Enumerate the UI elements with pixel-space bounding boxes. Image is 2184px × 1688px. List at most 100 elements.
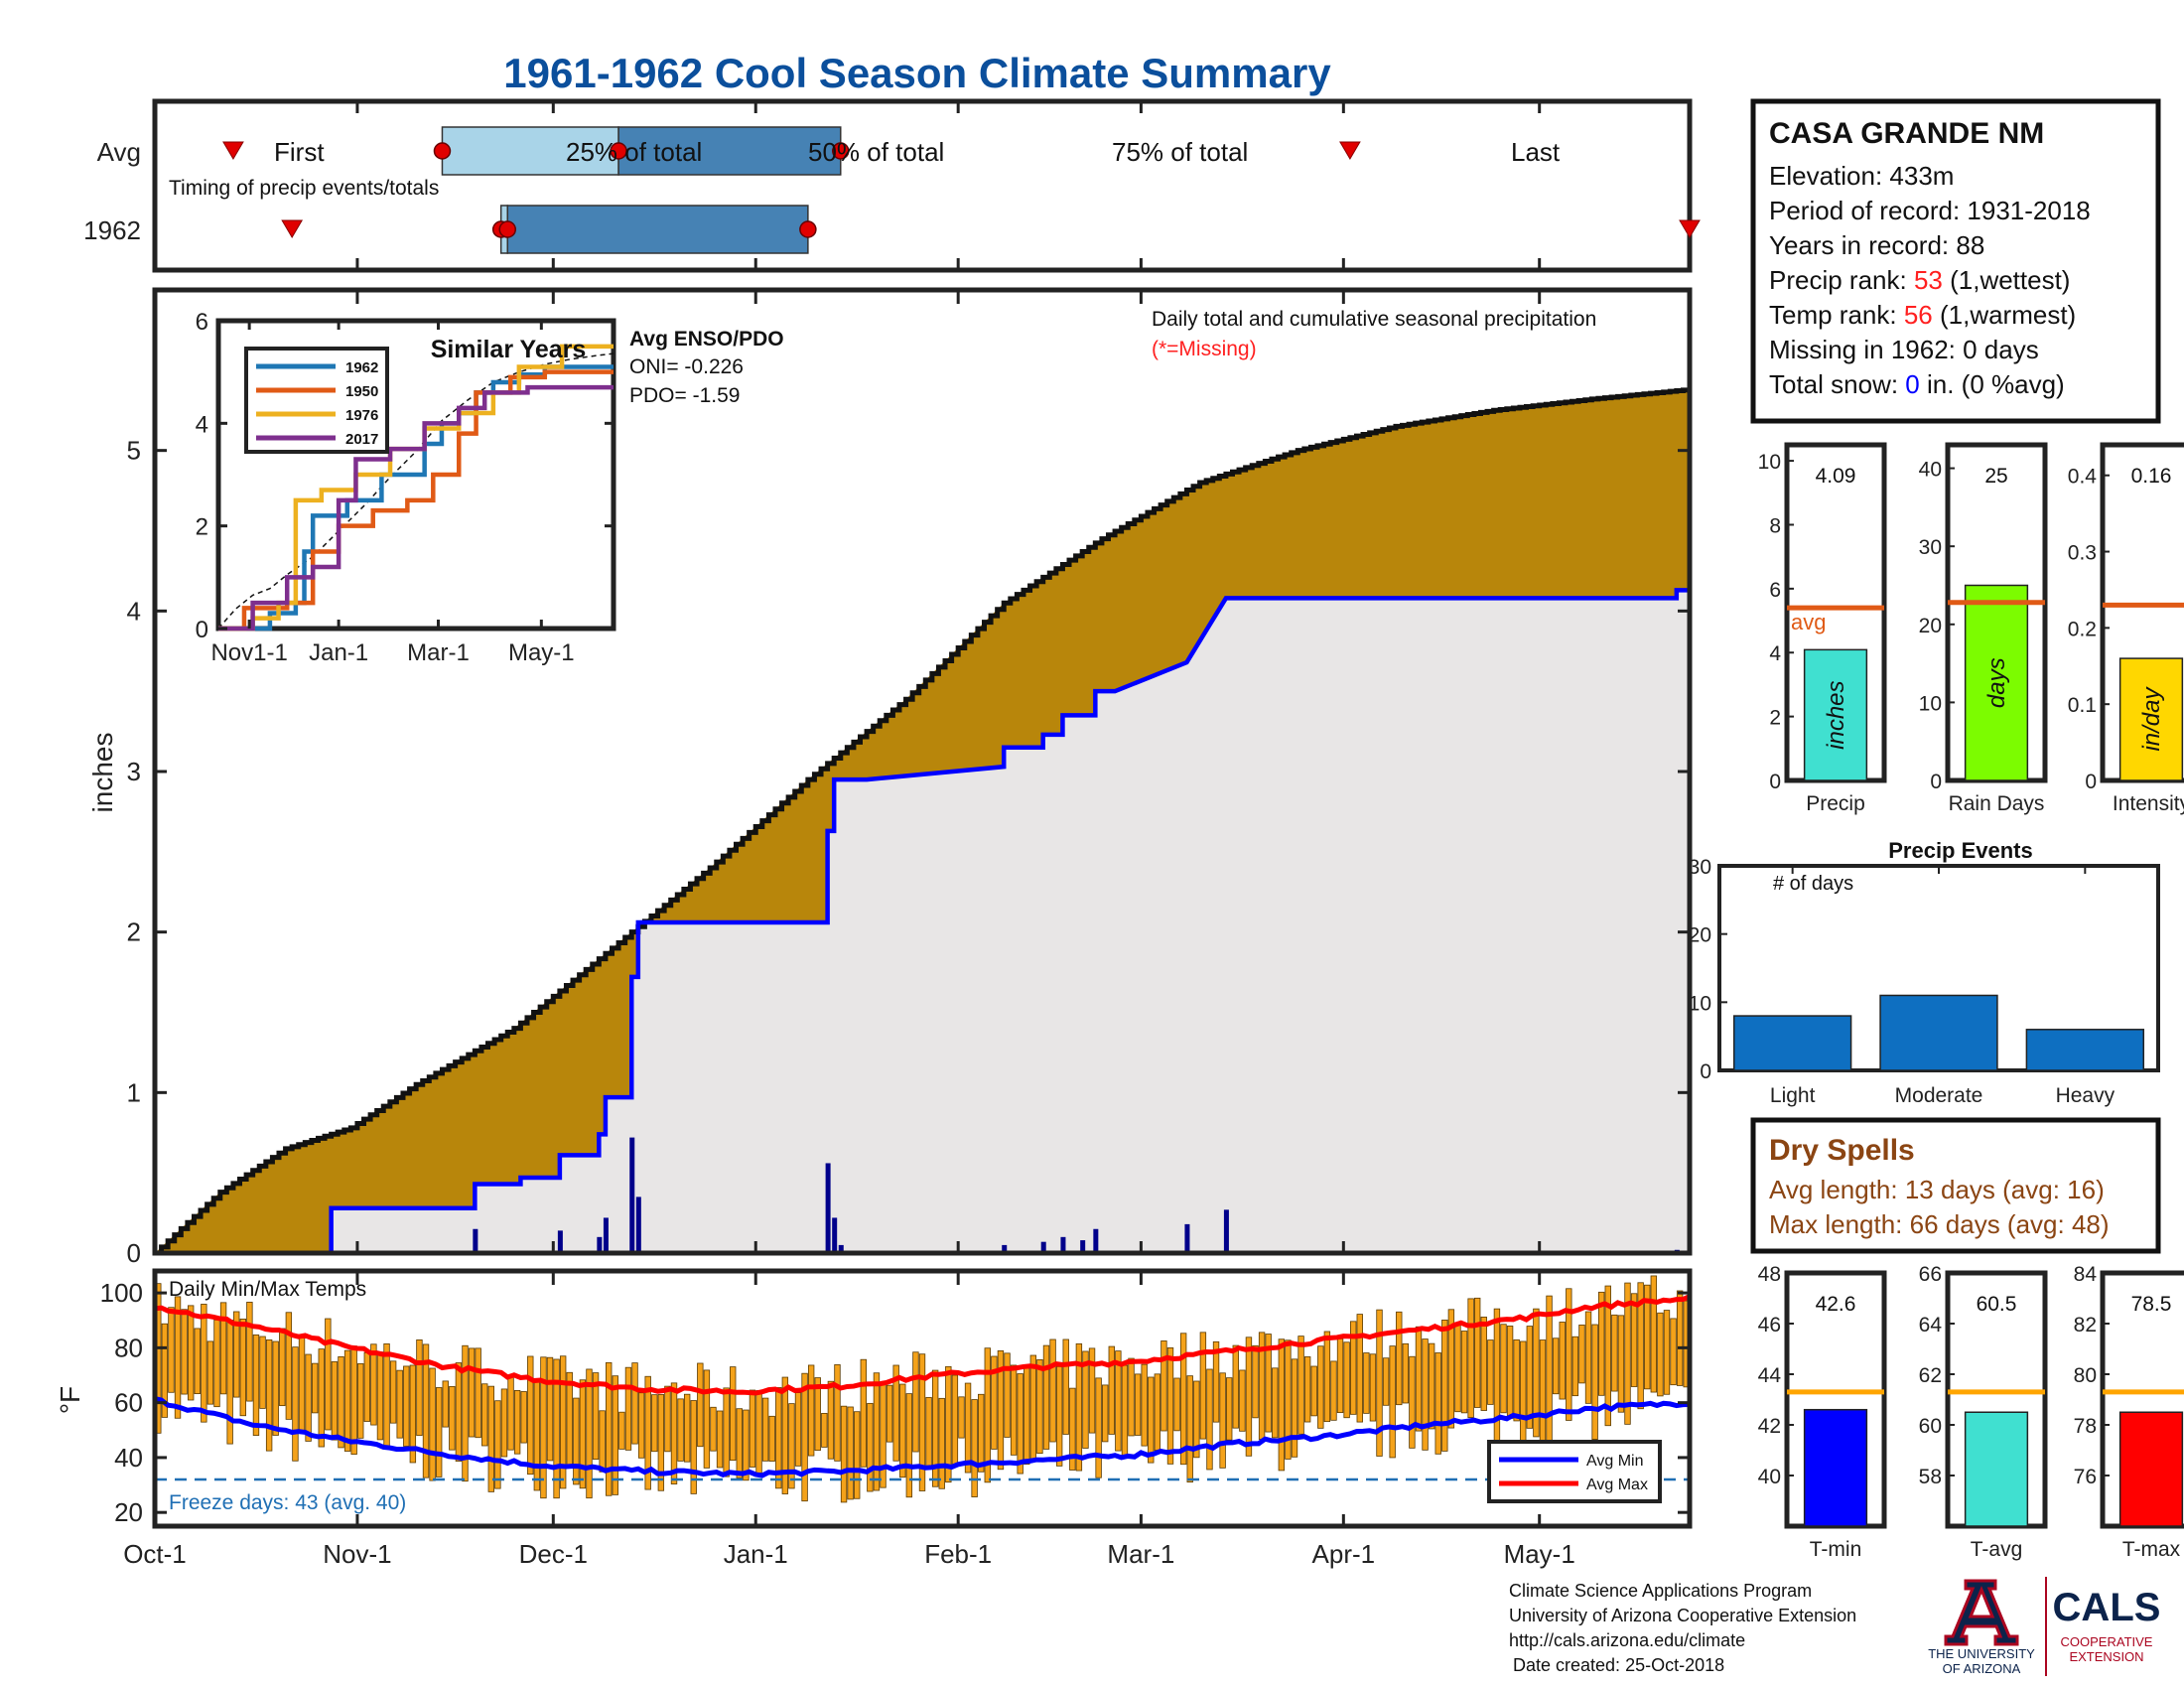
timing-pct75-label: 75% of total: [1112, 137, 1248, 167]
inset-legend-1950: 1950: [256, 383, 378, 400]
inset-y-tick-label: 6: [196, 309, 208, 336]
daily-temp-bar: [971, 1399, 978, 1497]
daily-temp-bar: [775, 1387, 782, 1489]
daily-temp-bar: [768, 1415, 775, 1462]
daily-temp-bar: [1624, 1282, 1631, 1425]
timing-markers: [153, 103, 1701, 268]
daily-precip-bar: [603, 1217, 609, 1253]
daily-temp-bar: [449, 1385, 456, 1451]
precip-events-panel: Precip Events Light Moderate Heavy0102030 …: [1689, 838, 2160, 1107]
timing-1962-pct50-marker: [498, 220, 517, 238]
temp-bar-tick-label: 58: [1919, 1466, 1942, 1488]
daily-temp-bar: [1520, 1340, 1527, 1447]
mini-bar-value-label: 0.16: [2131, 465, 2172, 488]
daily-temp-bar: [1199, 1332, 1207, 1440]
mini-bar-tick-label: 20: [1919, 615, 1942, 637]
precip-events-bar-heavy: [2025, 1029, 2145, 1071]
daily-temp-bar: [867, 1402, 874, 1492]
daily-temp-bar: [1291, 1358, 1298, 1458]
daily-temp-bar: [435, 1387, 443, 1477]
temp-bar-tick-label: 66: [1919, 1263, 1942, 1286]
daily-temp-bar: [1075, 1342, 1083, 1472]
daily-temp-bar: [1500, 1324, 1507, 1414]
daily-temp-bar: [931, 1369, 939, 1487]
precip-events-category-label: Heavy: [2056, 1084, 2116, 1107]
daily-temp-bar: [1539, 1339, 1547, 1442]
daily-temp-bar: [1663, 1310, 1671, 1395]
daily-temp-bar: [1212, 1340, 1220, 1423]
daily-temp-bar: [1676, 1290, 1684, 1386]
station-info-frame: [1750, 98, 2161, 424]
inset-x-tick-label: Jan-1: [309, 639, 368, 666]
inset-x-tick-label: May-1: [508, 639, 575, 666]
temps-panel-frame: [152, 1268, 1693, 1529]
mini-bar-value: [1803, 648, 1868, 781]
svg-text:CALS: CALS: [2053, 1586, 2161, 1629]
dry-spells-box: Dry Spells Avg length: 13 days (avg: 16)…: [1750, 1117, 2161, 1254]
daily-precip-bar: [1040, 1241, 1046, 1253]
daily-temp-bar: [1513, 1338, 1520, 1422]
temperature-means-bars: 40 42 44 46 48 42.6 T-min 58 60 62 64 66 60.5 T-avg 76…: [1758, 1263, 2184, 1561]
precip-rank: Precip rank: 53 (1,wettest): [1769, 265, 2070, 295]
daily-temp-bar: [1350, 1321, 1357, 1415]
station-years: Years in record: 88: [1769, 230, 1984, 260]
mini-bar-tick-label: 4: [1769, 642, 1781, 665]
temp-bar-t-min: 40 42 44 46 48 42.6 T-min: [1758, 1263, 1887, 1561]
daily-temp-bar: [1597, 1291, 1605, 1396]
inset-series-1962: [218, 364, 614, 632]
daily-temp-bar: [1042, 1344, 1050, 1450]
daily-temp-bar: [1356, 1314, 1363, 1423]
daily-temp-bar: [657, 1394, 665, 1491]
daily-temp-bar: [984, 1347, 991, 1483]
daily-temp-bar: [1206, 1368, 1213, 1471]
daily-temp-bar: [1179, 1333, 1187, 1466]
dry-spells-avg-length: Avg length: 13 days (avg: 16): [1769, 1175, 2105, 1204]
daily-temp-bar: [396, 1369, 403, 1439]
daily-temp-bar: [507, 1375, 514, 1451]
daily-temp-bar: [618, 1411, 625, 1450]
inset-y-tick-label: 0: [196, 617, 208, 643]
daily-temp-bar: [1004, 1352, 1011, 1438]
daily-temp-bar: [1552, 1337, 1560, 1395]
daily-temp-bar: [1363, 1352, 1370, 1414]
mini-bar-tick-label: 0.2: [2068, 618, 2097, 640]
temp-bar-category-label: T-max: [2122, 1538, 2181, 1561]
inset-y-tick-label: 2: [196, 514, 208, 541]
daily-temp-bar: [168, 1307, 175, 1393]
inset-series-2017: [218, 384, 614, 632]
daily-temp-bar: [174, 1296, 182, 1419]
daily-temp-bar: [1095, 1377, 1102, 1478]
daily-temp-bar: [1506, 1326, 1514, 1419]
daily-temp-bar: [1434, 1352, 1441, 1455]
mini-bar-tick-label: 0: [1930, 771, 1942, 793]
daily-temp-bar: [958, 1396, 965, 1439]
daily-temp-bar: [1546, 1295, 1553, 1448]
daily-temp-bar: [226, 1319, 233, 1445]
inset-title: Similar Years: [431, 336, 587, 363]
timing-avg-pct75-marker: [832, 142, 850, 160]
precip-events-bars: Light Moderate Heavy 0 10 20 30: [1689, 856, 2145, 1107]
daily-temp-bar: [1166, 1347, 1174, 1465]
mini-bar-tick-label: 0.3: [2068, 542, 2097, 565]
daily-temp-bar: [1409, 1355, 1416, 1449]
avg-min-line: [154, 1396, 1691, 1478]
daily-temp-bar: [847, 1406, 854, 1500]
daily-temp-bar: [860, 1358, 867, 1468]
daily-temp-bar: [1460, 1331, 1468, 1414]
inset-legend-1976: 1976: [256, 407, 378, 424]
footer-line-3: http://cals.arizona.edu/climate: [1509, 1630, 1745, 1650]
daily-temp-bar: [475, 1347, 481, 1439]
temps-y-ticks: 20 40 60 80 100: [100, 1278, 1690, 1527]
missing-note: (*=Missing): [1152, 338, 1257, 360]
daily-temp-bar: [1630, 1293, 1638, 1387]
daily-precip-bar: [1223, 1209, 1229, 1253]
mini-bar-tick-label: 0: [1769, 771, 1781, 793]
mini-bar-tick-label: 0.4: [2068, 466, 2098, 489]
daily-temp-bar: [1239, 1369, 1246, 1432]
enso-title: Avg ENSO/PDO: [629, 328, 784, 351]
precip-events-y-tick-label: 30: [1689, 856, 1711, 879]
daily-temp-bar: [1487, 1339, 1494, 1405]
daily-temp-bar: [1141, 1363, 1148, 1447]
season-totals-bars: 0 2 4 6 8 10 4.09 inches Precip avg 0 10 20 30 40 25 day…: [1758, 442, 2184, 815]
